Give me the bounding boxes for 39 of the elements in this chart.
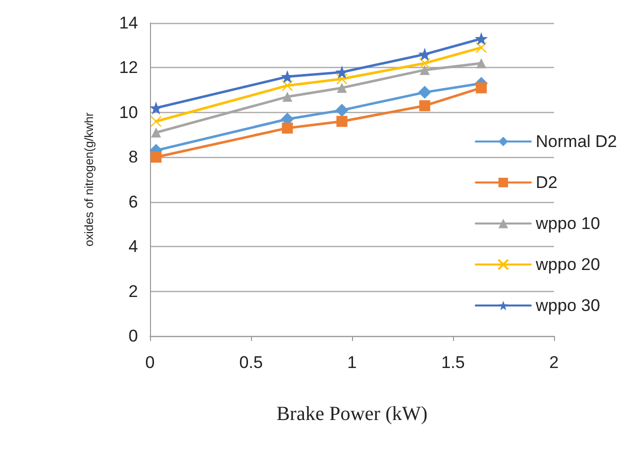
legend-label: wppo 30 — [534, 296, 600, 315]
y-tick-label: 0 — [128, 326, 138, 346]
legend-label: wppo 20 — [534, 255, 600, 274]
y-tick-label: 14 — [119, 14, 138, 32]
legend-label: D2 — [536, 173, 558, 192]
point — [420, 64, 430, 75]
x-tick-label: 0.5 — [239, 353, 263, 372]
y-tick-label: 10 — [119, 102, 138, 122]
point — [418, 48, 432, 61]
point — [476, 82, 487, 94]
point — [282, 92, 292, 102]
y-tick-label: 8 — [128, 148, 138, 167]
point — [150, 152, 162, 163]
point — [150, 116, 162, 127]
point — [419, 58, 430, 69]
legend-label: Normal D2 — [536, 132, 618, 151]
y-tick-label: 4 — [128, 237, 138, 256]
point — [476, 58, 486, 68]
point — [282, 80, 293, 92]
point — [476, 42, 487, 54]
y-tick-label: 6 — [128, 192, 138, 212]
point — [336, 73, 348, 84]
x-tick-label: 0 — [145, 353, 155, 372]
y-axis-title: oxides of nitrogen(g/kwhr — [82, 112, 96, 247]
point — [336, 82, 347, 93]
x-axis-title: Brake Power (kW) — [276, 403, 428, 425]
point — [151, 128, 162, 138]
point — [419, 100, 430, 112]
point — [282, 122, 293, 134]
legend-label: wppo 10 — [534, 214, 600, 233]
y-tick-label: 12 — [119, 58, 138, 78]
point — [418, 86, 432, 99]
point — [336, 116, 348, 127]
point — [335, 104, 348, 117]
x-tick-label: 1 — [347, 353, 357, 372]
x-tick-label: 2 — [549, 353, 559, 372]
point — [474, 32, 488, 46]
x-tick-label: 1.5 — [441, 353, 465, 372]
y-tick-label: 2 — [128, 282, 138, 301]
